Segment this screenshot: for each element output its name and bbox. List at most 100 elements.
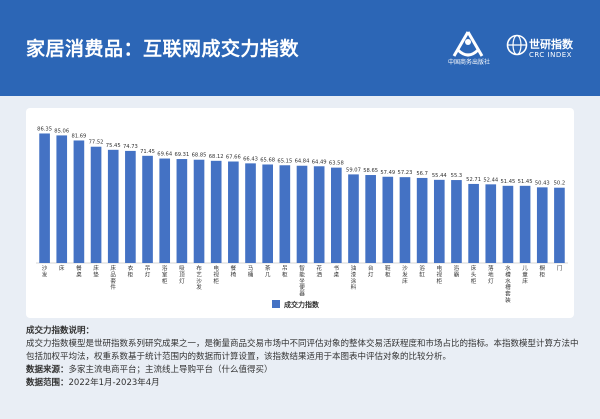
bar [142,155,153,263]
category-label: 餐椅 [231,264,237,278]
bar [554,187,565,263]
data-label: 85.06 [54,128,69,134]
category-label: 门 [557,264,563,272]
page-title: 家居消费品：互联网成交力指数 [26,38,300,60]
range-label: 数据范围： [26,378,69,388]
bar-chart: 86.35 沙发 85.06 床 81.69 餐桌 77.52 床垫 75.45 床品套件 74.7… [36,126,568,309]
bar [193,159,205,263]
bar [245,163,256,263]
data-label: 52.71 [466,177,481,183]
legend-swatch [272,300,280,308]
category-label: 浴霸 [454,264,460,278]
data-label: 86.35 [37,126,52,132]
bar [485,184,497,263]
data-label: 58.65 [363,168,378,174]
data-label: 75.45 [106,143,121,149]
category-label: 台灯 [368,264,374,278]
bar [331,167,342,263]
publisher-logo-icon [452,31,484,57]
category-label: 电视柜 [436,264,442,285]
data-label: 64.49 [312,159,327,165]
bar [262,164,273,263]
category-label: 沙发 [42,265,48,278]
bar [279,165,291,263]
category-label: 水槽水槽套装 [505,264,511,304]
category-label: 吊灯 [145,265,151,278]
header-banner: 家居消费品：互联网成交力指数 中国商务出版社 世研指数 CRC INDEX [0,0,600,96]
category-label: 吊柜 [282,265,288,278]
category-label: 智能坐便器 [299,264,305,298]
data-label: 50.43 [535,180,550,186]
category-label: 浴缸 [419,264,425,278]
data-label: 65.15 [277,158,292,164]
data-label: 57.49 [380,170,395,176]
notes-section: 成交力指数说明： 成交力指数模型是世研指数系列研究成果之一，是衡量商品交易市场中… [26,325,586,390]
data-label: 57.23 [398,170,413,176]
data-label: 71.45 [140,149,155,155]
category-label: 电视柜 [213,264,219,285]
bar [519,185,531,263]
category-label: 橱柜 [539,264,545,278]
data-label: 68.85 [192,153,207,159]
bar [502,185,514,263]
category-label: 吸顶灯 [179,265,185,285]
category-label: 沙发床 [402,265,408,285]
category-label: 布艺沙发 [196,264,202,291]
category-label: 餐桌 [76,264,82,278]
bar [399,177,411,263]
category-label: 茶几 [265,264,271,278]
data-label: 51.45 [501,179,516,185]
bar [468,183,479,263]
category-label: 床 [59,264,65,272]
bar [228,161,239,263]
data-label: 52.44 [483,177,499,183]
bar [107,149,119,263]
legend-label: 成交力指数 [284,300,320,309]
bar [348,174,359,263]
bar [73,140,85,263]
category-label: 儿童床 [522,265,528,285]
bar [56,135,68,263]
data-label: 63.58 [329,161,344,167]
notes-heading: 成交力指数说明： [26,326,95,336]
data-label: 77.52 [89,140,104,146]
bar [210,160,222,263]
notes-description: 成交力指数模型是世研指数系列研究成果之一，是衡量商品交易市场中不同评估对象的整体… [26,339,579,362]
category-label: 鞋柜 [385,264,391,278]
publisher-logo-text: 中国商务出版社 [447,59,490,66]
data-label: 67.66 [226,155,241,161]
data-label: 50.2 [554,181,566,187]
category-label: 床垫 [93,264,99,278]
data-label: 81.69 [71,133,86,139]
notes-source: 数据来源：多家主流电商平台；主流线上导购平台（什么值得买） [26,364,586,377]
data-label: 74.73 [123,144,138,150]
data-label: 51.45 [518,179,533,185]
bar [39,133,50,263]
data-label: 59.07 [346,167,361,173]
chart-card: 86.35 沙发 85.06 床 81.69 餐桌 77.52 床垫 75.45 床品套件 74.7… [26,108,574,318]
category-label: 马桶 [248,264,254,278]
bar [433,179,445,263]
bar [451,180,462,263]
bar [365,175,376,263]
category-label: 浴室柜 [162,264,168,285]
data-label: 55.3 [451,173,463,179]
source-text: 多家主流电商平台；主流线上导购平台（什么值得买） [68,365,273,375]
category-label: 花洒 [316,264,322,278]
data-label: 69.31 [174,152,189,158]
bar [382,176,394,263]
globe-logo-icon [506,34,528,56]
data-label: 55.44 [432,173,448,179]
data-label: 65.68 [260,157,275,163]
source-label: 数据来源： [26,365,69,375]
bar [159,158,171,263]
bar [90,146,102,263]
bar [125,150,136,263]
category-label: 书桌 [334,264,340,278]
range-text: 2022年1月-2023年4月 [68,378,160,388]
data-label: 64.84 [295,159,311,165]
bar [536,187,548,263]
bar [416,177,428,263]
category-label: 落地灯 [488,264,494,285]
data-label: 56.7 [416,171,428,177]
